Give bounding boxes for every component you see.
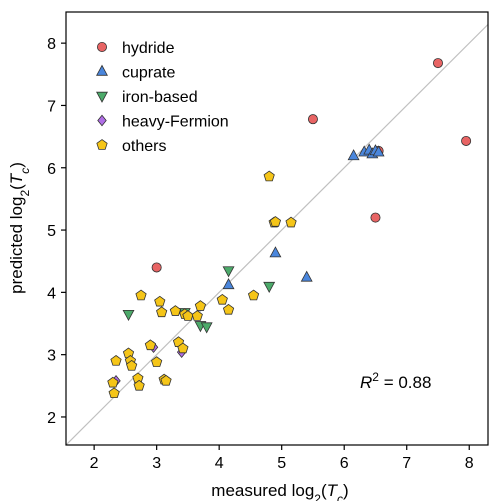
y-axis-label: predicted log2(Tc) xyxy=(7,162,32,294)
hydride-legend-label: hydride xyxy=(122,40,175,57)
y-tick-label: 6 xyxy=(47,161,56,178)
cuprate-point xyxy=(222,278,235,290)
x-tick-label: 7 xyxy=(402,455,411,472)
y-tick-label: 5 xyxy=(47,223,56,240)
iron-based-point xyxy=(200,322,213,334)
others-point xyxy=(216,293,228,305)
y-axis-ticks: 2 3 4 5 6 7 8 xyxy=(47,36,66,427)
iron-based-point xyxy=(222,266,235,278)
x-tick-label: 2 xyxy=(90,455,99,472)
iron-based-point xyxy=(122,309,135,322)
cuprate-legend-marker xyxy=(96,64,108,76)
r-squared-annotation: R2 = 0.88 xyxy=(360,370,431,392)
others-point xyxy=(285,216,297,228)
heavy-Fermion-legend-marker xyxy=(97,114,107,127)
hydride-point xyxy=(461,135,472,146)
hydride-point xyxy=(432,58,443,69)
others-point xyxy=(154,295,166,307)
data-points xyxy=(107,58,472,399)
y-tick-label: 7 xyxy=(47,98,56,115)
others-point xyxy=(108,387,120,399)
x-tick-label: 5 xyxy=(277,455,286,472)
cuprate-point xyxy=(269,246,282,258)
others-point xyxy=(247,289,260,301)
hydride-point xyxy=(307,114,318,125)
plot-frame xyxy=(65,11,489,446)
iron-based-point xyxy=(263,281,276,293)
x-tick-label: 4 xyxy=(215,455,224,472)
others-point xyxy=(182,310,194,321)
others-point xyxy=(177,342,189,354)
y-tick-label: 2 xyxy=(47,410,56,427)
others-point xyxy=(169,305,182,316)
y-tick-label: 8 xyxy=(47,36,56,53)
others-point xyxy=(107,376,119,388)
cuprate-point xyxy=(300,270,313,282)
others-point xyxy=(263,170,275,182)
others-point xyxy=(269,216,282,227)
heavy-Fermion-legend-label: heavy-Fermion xyxy=(122,114,229,131)
iron-based-legend-label: iron-based xyxy=(122,89,198,106)
y-tick-label: 4 xyxy=(47,285,56,302)
others-point xyxy=(110,354,122,366)
others-point xyxy=(135,289,147,301)
others-legend-label: others xyxy=(122,138,166,155)
x-tick-label: 6 xyxy=(340,455,349,472)
hydride-point xyxy=(151,262,162,273)
x-tick-label: 8 xyxy=(465,455,474,472)
iron-based-legend-marker xyxy=(96,91,108,103)
others-point xyxy=(191,310,203,321)
others-legend-marker xyxy=(96,139,108,150)
x-axis-label: measured log2(Tc) xyxy=(211,481,348,501)
others-point xyxy=(126,359,138,371)
others-point xyxy=(156,306,168,318)
others-point xyxy=(160,374,172,386)
others-point xyxy=(194,300,207,311)
others-point xyxy=(144,339,157,351)
y-tick-label: 3 xyxy=(47,348,56,365)
x-axis-ticks: 2 3 4 5 6 7 8 xyxy=(90,445,474,472)
others-point xyxy=(222,303,235,315)
cuprate-point xyxy=(347,149,360,161)
others-point xyxy=(133,379,145,391)
x-tick-label: 3 xyxy=(152,455,161,472)
hydride-point xyxy=(370,212,381,223)
cuprate-point xyxy=(372,145,385,157)
cuprate-legend-label: cuprate xyxy=(122,65,175,82)
hydride-legend-marker xyxy=(97,42,108,53)
others-point xyxy=(151,356,163,367)
legend: hydride cuprate iron-based heavy-Fermion oth… xyxy=(96,40,229,155)
